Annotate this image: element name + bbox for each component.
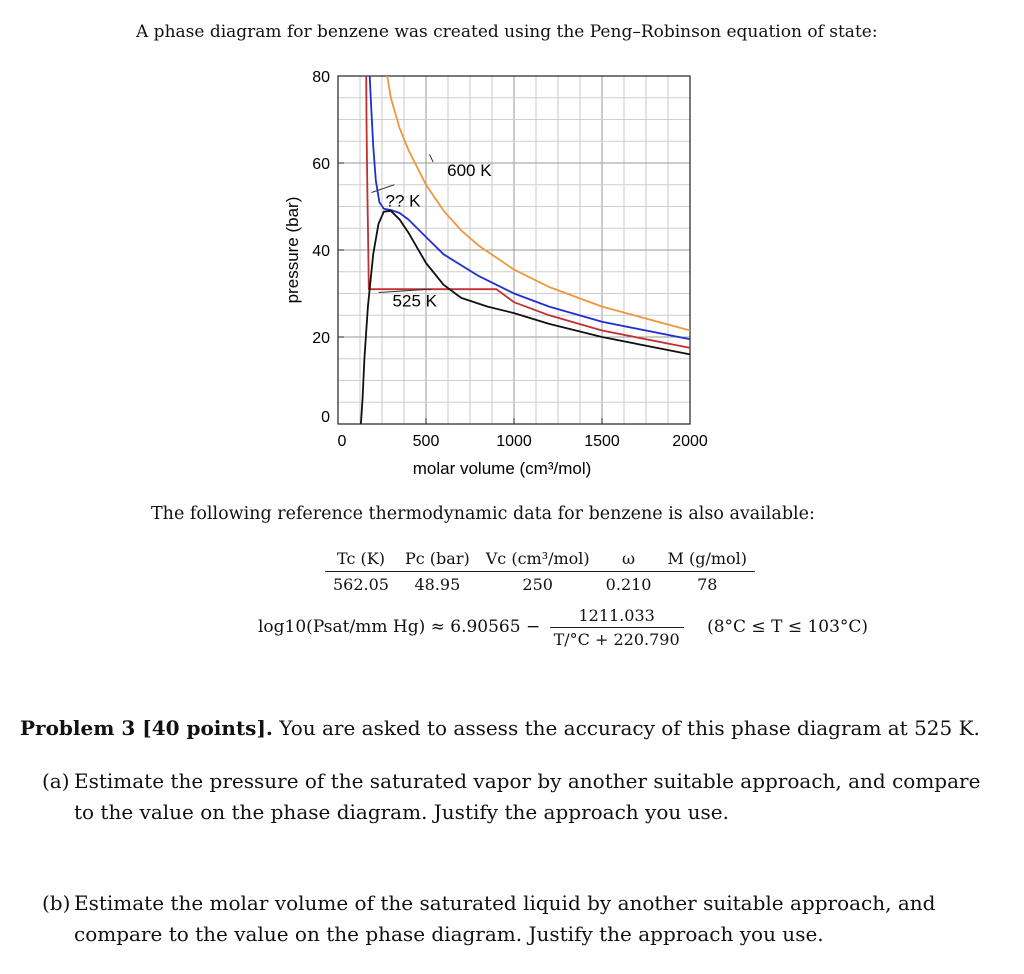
annotations: 600 K ?? K 525 K: [371, 154, 492, 311]
annotation-leader: [378, 288, 432, 294]
annotation-label: 600 K: [447, 161, 492, 180]
x-tick-label: 1500: [584, 433, 620, 450]
equation-range: (8°C ≤ T ≤ 103°C): [707, 617, 869, 637]
header-pc: Pc (bar): [396, 547, 478, 572]
value-pc: 48.95: [414, 575, 461, 594]
x-tick-label: 500: [413, 433, 440, 450]
phase-diagram-chart: 0 500 1000 1500 2000 0 20 40 60 80 600 K ?? K 525 K…: [283, 69, 708, 478]
annotation-leader: [429, 154, 434, 163]
series-line-4: [360, 209, 691, 425]
value-m: 78: [697, 575, 718, 594]
table-header-row: Tc (K) Pc (bar) Vc (cm³/mol) ω M (g/mol): [325, 547, 755, 572]
annotation-label: ?? K: [386, 192, 422, 211]
equation-lhs: log10(Psat/mm Hg) ≈ 6.90565 −: [258, 617, 541, 637]
annotation-label: 525 K: [393, 292, 438, 311]
y-tick-label: 40: [312, 243, 330, 260]
series-layer: [360, 75, 691, 425]
header-tc: Tc (K): [325, 547, 397, 572]
part-a: (a) Estimate the pressure of the saturat…: [42, 766, 1002, 828]
chart-grid: [337, 75, 691, 425]
part-a-label: (a): [42, 769, 70, 793]
table-row: 562.05 48.95 250 0.210 78: [325, 572, 755, 598]
y-tick-label: 80: [312, 69, 330, 86]
series-line-1: [386, 75, 691, 332]
value-vc: 250: [522, 575, 553, 594]
header-m: M (g/mol): [659, 547, 755, 572]
x-tick-label: 2000: [672, 433, 708, 450]
header-omega: ω: [597, 547, 660, 572]
problem-statement: Problem 3 [40 points]. You are asked to …: [20, 716, 980, 740]
antoine-equation: log10(Psat/mm Hg) ≈ 6.90565 − 1211.033 T…: [258, 606, 868, 649]
equation-fraction: 1211.033 T/°C + 220.790: [549, 606, 684, 649]
axis-ticks: 0 500 1000 1500 2000 0 20 40 60 80: [312, 69, 708, 450]
x-tick-label: 1000: [496, 433, 532, 450]
reference-data-table: Tc (K) Pc (bar) Vc (cm³/mol) ω M (g/mol)…: [325, 547, 755, 597]
reference-text: The following reference thermodynamic da…: [151, 504, 815, 524]
part-b-label: (b): [42, 891, 71, 915]
y-tick-label: 0: [321, 409, 330, 426]
series-line-2: [368, 75, 691, 341]
equation-numerator: 1211.033: [549, 606, 684, 628]
y-axis-label: pressure (bar): [283, 197, 302, 304]
intro-text: A phase diagram for benzene was created …: [136, 22, 878, 42]
part-b: (b) Estimate the molar volume of the sat…: [42, 888, 1002, 950]
value-tc: 562.05: [333, 575, 389, 594]
header-vc: Vc (cm³/mol): [477, 547, 598, 572]
x-tick-label: 0: [338, 433, 347, 450]
y-tick-label: 60: [312, 156, 330, 173]
problem-header: Problem 3 [40 points].: [20, 716, 273, 740]
problem-intro: You are asked to assess the accuracy of …: [279, 716, 980, 740]
y-tick-label: 20: [312, 330, 330, 347]
annotation-leader: [371, 184, 395, 193]
x-axis-label: molar volume (cm³/mol): [413, 459, 592, 478]
value-omega: 0.210: [605, 575, 652, 594]
part-b-text: Estimate the molar volume of the saturat…: [74, 891, 936, 946]
part-a-text: Estimate the pressure of the saturated v…: [74, 769, 981, 824]
equation-denominator: T/°C + 220.790: [553, 630, 680, 649]
